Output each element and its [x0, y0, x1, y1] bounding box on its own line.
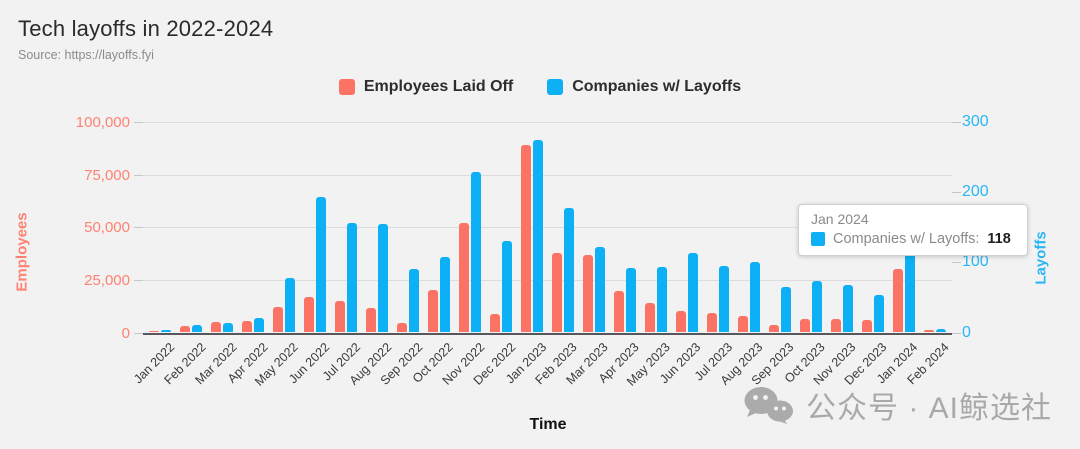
left-axis-title: Employees	[13, 212, 31, 292]
bar-employees-laid-off[interactable]	[149, 331, 160, 333]
left-axis-tick-label: 100,000	[75, 114, 130, 131]
bar-employees-laid-off[interactable]	[644, 303, 655, 333]
bar-employees-laid-off[interactable]	[180, 326, 191, 333]
x-axis-title: Time	[529, 416, 567, 433]
page-title: Tech layoffs in 2022-2024	[18, 16, 274, 41]
bar-employees-laid-off[interactable]	[892, 269, 903, 333]
bar-employees-laid-off[interactable]	[304, 296, 315, 333]
bar-companies-w-layoffs[interactable]	[687, 253, 698, 333]
legend-label: Companies w/ Layoffs	[572, 78, 742, 95]
bar-employees-laid-off[interactable]	[923, 330, 934, 333]
gridline	[143, 174, 952, 176]
bar-employees-laid-off[interactable]	[521, 145, 532, 333]
right-axis-tick-label: 300	[962, 113, 989, 130]
bar-employees-laid-off[interactable]	[830, 318, 841, 333]
bar-companies-w-layoffs[interactable]	[502, 241, 513, 333]
bar-companies-w-layoffs[interactable]	[192, 324, 203, 333]
watermark: 公众号 · AI鲸选社	[740, 383, 1052, 427]
bar-employees-laid-off[interactable]	[335, 300, 346, 333]
x-axis-line	[143, 332, 952, 335]
bar-employees-laid-off[interactable]	[613, 291, 624, 333]
bar-companies-w-layoffs[interactable]	[223, 322, 234, 333]
gridline	[143, 279, 952, 281]
bar-employees-laid-off[interactable]	[459, 223, 470, 333]
left-axis-tick-mark	[134, 174, 143, 176]
legend-label: Employees Laid Off	[363, 78, 514, 95]
bar-employees-laid-off[interactable]	[582, 254, 593, 333]
bar-companies-w-layoffs[interactable]	[471, 171, 482, 333]
bar-companies-w-layoffs[interactable]	[285, 278, 296, 333]
bar-employees-laid-off[interactable]	[799, 318, 810, 333]
watermark-text: 公众号 · AI鲸选社	[806, 392, 1053, 425]
gridline	[143, 227, 952, 229]
bar-companies-w-layoffs[interactable]	[656, 267, 667, 333]
tooltip-series-swatch	[811, 232, 825, 246]
bar-employees-laid-off[interactable]	[366, 308, 377, 333]
bar-companies-w-layoffs[interactable]	[254, 318, 265, 333]
bar-companies-w-layoffs[interactable]	[780, 286, 791, 333]
left-axis-tick-mark	[134, 279, 143, 281]
tooltip: Jan 2024 Companies w/ Layoffs: 118	[798, 204, 1028, 256]
bar-companies-w-layoffs[interactable]	[873, 294, 884, 333]
bar-employees-laid-off[interactable]	[706, 312, 717, 333]
bar-employees-laid-off[interactable]	[273, 307, 284, 333]
bar-companies-w-layoffs[interactable]	[161, 329, 172, 333]
legend-item-companies[interactable]: Companies w/ Layoffs	[547, 78, 741, 96]
right-axis-tick-label: 200	[962, 183, 989, 201]
legend-item-employees[interactable]: Employees Laid Off	[338, 78, 514, 96]
bar-companies-w-layoffs[interactable]	[594, 246, 605, 333]
left-axis-tick-mark	[134, 332, 143, 334]
bar-companies-w-layoffs[interactable]	[533, 140, 544, 333]
bar-companies-w-layoffs[interactable]	[842, 284, 853, 333]
bar-employees-laid-off[interactable]	[675, 311, 686, 333]
bar-employees-laid-off[interactable]	[242, 320, 253, 333]
tooltip-series-label: Companies w/ Layoffs:	[833, 231, 980, 247]
tooltip-title: Jan 2024	[811, 211, 869, 227]
bar-companies-w-layoffs[interactable]	[440, 256, 451, 333]
bar-companies-w-layoffs[interactable]	[718, 265, 729, 333]
employees-swatch	[338, 79, 355, 95]
bar-employees-laid-off[interactable]	[428, 290, 439, 333]
left-axis-tick-label: 75,000	[84, 166, 130, 184]
bar-companies-w-layoffs[interactable]	[409, 269, 420, 333]
bar-companies-w-layoffs[interactable]	[347, 223, 358, 333]
bar-companies-w-layoffs[interactable]	[563, 208, 574, 333]
legend: Employees Laid Off Companies w/ Layoffs	[0, 78, 1080, 96]
bar-companies-w-layoffs[interactable]	[904, 249, 915, 333]
right-axis-tick-mark	[952, 262, 961, 264]
right-axis-tick-mark	[952, 192, 961, 194]
bar-companies-w-layoffs[interactable]	[935, 328, 946, 333]
source-link[interactable]: Source: https://layoffs.fyi	[18, 48, 154, 62]
bar-employees-laid-off[interactable]	[397, 322, 408, 333]
companies-swatch	[547, 79, 564, 95]
bar-companies-w-layoffs[interactable]	[316, 197, 327, 333]
bar-employees-laid-off[interactable]	[490, 313, 501, 333]
bar-companies-w-layoffs[interactable]	[378, 224, 389, 333]
left-axis-tick-label: 0	[121, 324, 130, 342]
bar-companies-w-layoffs[interactable]	[749, 261, 760, 333]
bar-employees-laid-off[interactable]	[768, 325, 779, 333]
tooltip-value: 118	[987, 231, 1011, 247]
bar-companies-w-layoffs[interactable]	[811, 280, 822, 333]
bar-employees-laid-off[interactable]	[737, 315, 748, 333]
left-axis-tick-label: 25,000	[84, 271, 130, 289]
left-axis-tick-label: 50,000	[84, 219, 130, 237]
gridline	[143, 122, 952, 123]
right-axis-tick-label: 0	[962, 323, 971, 341]
bar-employees-laid-off[interactable]	[211, 321, 222, 333]
bar-companies-w-layoffs[interactable]	[625, 267, 636, 333]
bar-employees-laid-off[interactable]	[861, 319, 872, 333]
bar-employees-laid-off[interactable]	[551, 252, 562, 333]
right-axis-tick-mark	[952, 122, 961, 123]
wechat-icon	[744, 387, 793, 424]
left-axis-tick-mark	[134, 122, 143, 123]
right-axis-tick-mark	[952, 332, 961, 334]
right-axis-title: Layoffs	[1032, 231, 1050, 285]
right-axis-tick-label: 100	[962, 253, 989, 271]
left-axis-tick-mark	[134, 227, 143, 229]
